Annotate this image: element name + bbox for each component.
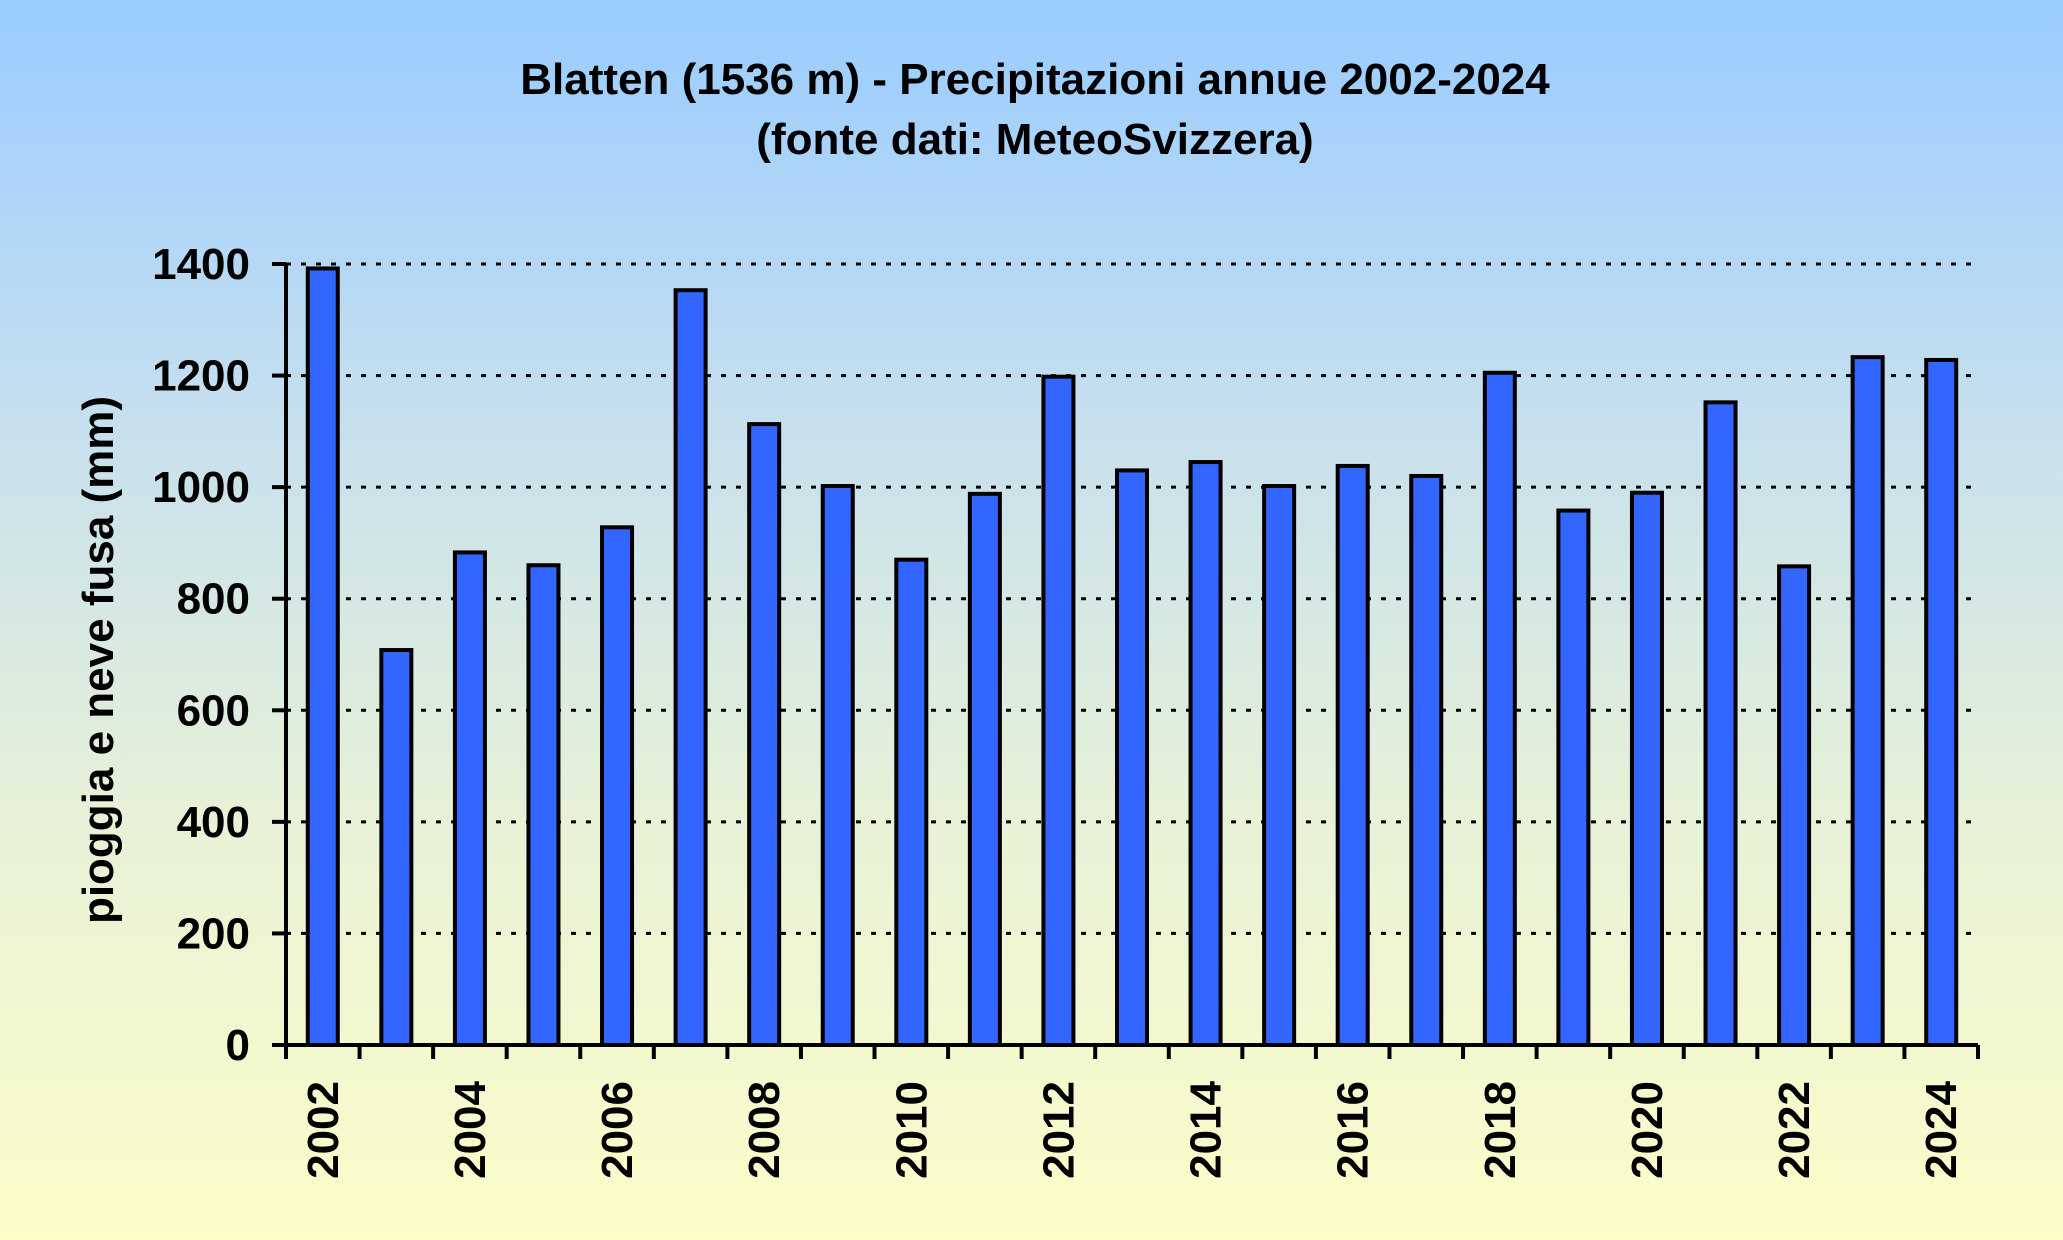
y-tick-labels: 0 200 400 600 800 1000 1200 1400 (152, 240, 250, 1070)
bar-2011 (967, 491, 1002, 1047)
bar-2013 (1115, 468, 1149, 1047)
x-tick-label: 2014 (1182, 1080, 1231, 1178)
x-tick-label: 2022 (1770, 1081, 1819, 1179)
x-tick-label: 2012 (1034, 1081, 1083, 1179)
bar-2002 (305, 266, 340, 1048)
bar-2018 (1482, 370, 1517, 1047)
x-tick-label: 2020 (1623, 1081, 1672, 1179)
x-tick-label: 2008 (740, 1081, 789, 1179)
bar-2006 (600, 525, 635, 1047)
bar-2004 (452, 550, 487, 1048)
y-axis-label: pioggia e neve fusa (mm) (74, 396, 123, 924)
y-tick-label: 200 (177, 909, 250, 958)
bar-2003 (379, 648, 414, 1048)
y-tick-label: 800 (177, 575, 250, 624)
bar-2008 (747, 422, 782, 1048)
chart-title: Blatten (1536 m) - Precipitazioni annue … (520, 55, 1550, 104)
y-tick-label: 1400 (152, 240, 250, 289)
x-tick-label: 2010 (887, 1081, 936, 1179)
gridlines (286, 262, 1978, 935)
y-tick-label: 1000 (152, 463, 250, 512)
bar-2005 (526, 563, 561, 1047)
y-tick-label: 0 (226, 1021, 250, 1070)
bar-2020 (1629, 490, 1664, 1047)
x-tick-labels: 2002 2004 2006 2008 2010 2012 2014 2016 2018 2020… (299, 1080, 1966, 1178)
y-tick-label: 1200 (152, 352, 250, 401)
bar-2023 (1850, 355, 1885, 1047)
x-tick-label: 2004 (446, 1080, 495, 1178)
bar-2010 (894, 557, 929, 1048)
bar-2012 (1041, 374, 1076, 1047)
bar-2007 (673, 288, 708, 1047)
x-tick-label: 2006 (593, 1081, 642, 1179)
x-tick-label: 2002 (299, 1081, 348, 1179)
x-tick-label: 2024 (1917, 1080, 1966, 1178)
axes (272, 262, 1980, 1059)
bar-2024 (1924, 357, 1959, 1047)
bar-2009 (820, 484, 855, 1047)
y-tick-label: 400 (177, 798, 250, 847)
bar-2014 (1188, 460, 1223, 1047)
chart-subtitle: (fonte dati: MeteoSvizzera) (756, 115, 1313, 164)
bar-2019 (1556, 508, 1591, 1047)
x-tick-label: 2016 (1329, 1081, 1378, 1179)
bar-2016 (1335, 463, 1370, 1047)
x-tick-label: 2018 (1476, 1081, 1525, 1179)
bar-2015 (1262, 484, 1297, 1047)
y-tick-label: 600 (177, 686, 250, 735)
bar-2022 (1777, 564, 1812, 1047)
bar-2021 (1703, 400, 1738, 1047)
bars (305, 266, 1959, 1048)
bar-2017 (1409, 473, 1444, 1047)
